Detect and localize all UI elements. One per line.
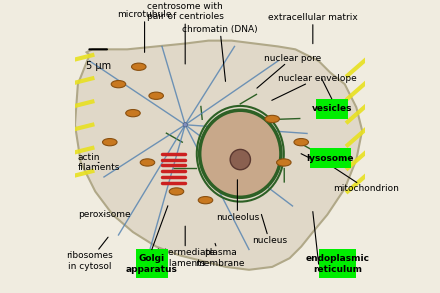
Text: nuclear pore: nuclear pore	[257, 54, 321, 88]
Text: nucleus: nucleus	[252, 214, 287, 245]
Ellipse shape	[277, 159, 291, 166]
Ellipse shape	[103, 139, 117, 146]
Text: vesicles: vesicles	[312, 104, 352, 113]
Ellipse shape	[132, 63, 146, 70]
Ellipse shape	[169, 188, 184, 195]
Text: endoplasmic
reticulum: endoplasmic reticulum	[305, 254, 370, 274]
FancyBboxPatch shape	[319, 250, 356, 279]
Ellipse shape	[265, 115, 279, 122]
Text: extracellular matrix: extracellular matrix	[268, 13, 358, 44]
Text: nucleolus: nucleolus	[216, 180, 259, 222]
FancyBboxPatch shape	[310, 148, 351, 168]
Ellipse shape	[149, 92, 163, 99]
Text: actin
filaments: actin filaments	[78, 153, 120, 172]
Text: microtubule: microtubule	[117, 10, 172, 52]
Ellipse shape	[198, 197, 213, 204]
Text: nuclear envelope: nuclear envelope	[272, 74, 357, 100]
Ellipse shape	[140, 159, 155, 166]
Ellipse shape	[111, 81, 126, 88]
Text: 5 μm: 5 μm	[86, 61, 111, 71]
Ellipse shape	[230, 149, 250, 170]
Text: intermediate
filaments: intermediate filaments	[156, 226, 215, 268]
FancyBboxPatch shape	[136, 250, 168, 279]
Text: chromatin (DNA): chromatin (DNA)	[182, 25, 258, 81]
FancyBboxPatch shape	[316, 99, 348, 119]
Text: plasma
membrane: plasma membrane	[195, 243, 245, 268]
Text: Golgi
apparatus: Golgi apparatus	[126, 254, 178, 274]
Ellipse shape	[183, 122, 187, 127]
Polygon shape	[75, 41, 362, 270]
Ellipse shape	[126, 110, 140, 117]
Text: peroxisome: peroxisome	[78, 210, 131, 219]
Text: mitochondrion: mitochondrion	[315, 155, 399, 193]
Text: lysosome: lysosome	[307, 154, 354, 163]
Ellipse shape	[200, 110, 281, 197]
Text: ribosomes
in cytosol: ribosomes in cytosol	[66, 237, 113, 271]
Text: centrosome with
pair of centrioles: centrosome with pair of centrioles	[147, 2, 224, 64]
Ellipse shape	[294, 139, 308, 146]
